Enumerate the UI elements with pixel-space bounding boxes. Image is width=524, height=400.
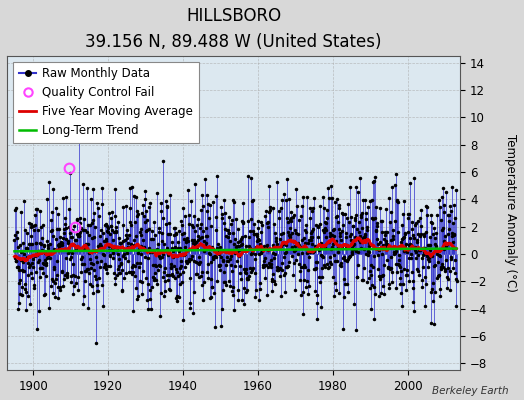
Legend: Raw Monthly Data, Quality Control Fail, Five Year Moving Average, Long-Term Tren: Raw Monthly Data, Quality Control Fail, … [13, 62, 199, 143]
Y-axis label: Temperature Anomaly (°C): Temperature Anomaly (°C) [504, 134, 517, 292]
Title: HILLSBORO
39.156 N, 89.488 W (United States): HILLSBORO 39.156 N, 89.488 W (United Sta… [85, 7, 382, 51]
Text: Berkeley Earth: Berkeley Earth [432, 386, 508, 396]
